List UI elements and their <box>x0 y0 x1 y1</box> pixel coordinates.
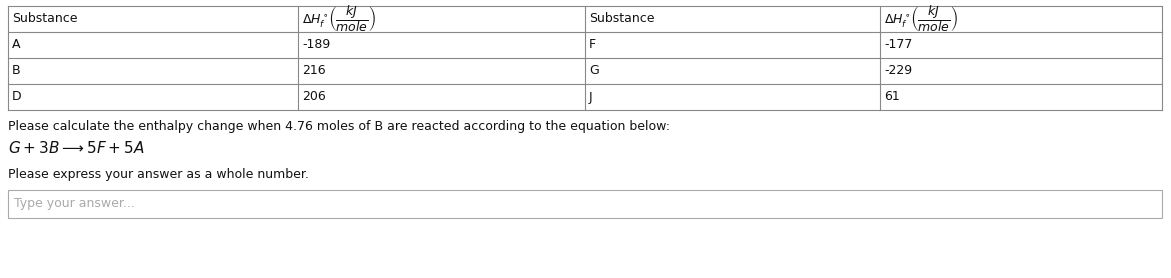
Text: Type your answer...: Type your answer... <box>14 197 135 210</box>
Text: $G + 3B \longrightarrow 5F + 5A$: $G + 3B \longrightarrow 5F + 5A$ <box>8 140 145 156</box>
Text: Substance: Substance <box>12 13 77 26</box>
Text: 216: 216 <box>302 64 326 78</box>
Text: Please express your answer as a whole number.: Please express your answer as a whole nu… <box>8 168 309 181</box>
Text: $\Delta H_f^\circ\!\left(\dfrac{kJ}{mole}\right)$: $\Delta H_f^\circ\!\left(\dfrac{kJ}{mole… <box>884 4 958 34</box>
Text: Substance: Substance <box>589 13 655 26</box>
Text: B: B <box>12 64 21 78</box>
Text: -229: -229 <box>884 64 912 78</box>
Text: D: D <box>12 91 21 103</box>
Text: -177: -177 <box>884 38 912 51</box>
Text: $\Delta H_f^\circ\!\left(\dfrac{kJ}{mole}\right)$: $\Delta H_f^\circ\!\left(\dfrac{kJ}{mole… <box>302 4 376 34</box>
Text: A: A <box>12 38 21 51</box>
Text: 61: 61 <box>884 91 899 103</box>
Text: G: G <box>589 64 598 78</box>
Text: F: F <box>589 38 596 51</box>
Text: J: J <box>589 91 593 103</box>
Text: -189: -189 <box>302 38 330 51</box>
Text: Please calculate the enthalpy change when 4.76 moles of B are reacted according : Please calculate the enthalpy change whe… <box>8 120 670 133</box>
Text: 206: 206 <box>302 91 326 103</box>
Bar <box>8 190 1162 218</box>
